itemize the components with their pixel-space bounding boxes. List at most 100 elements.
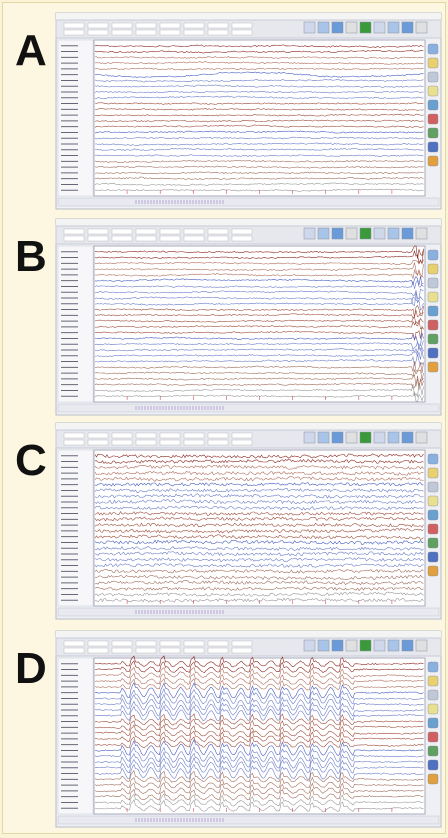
toolbar-field (159, 235, 181, 242)
eeg-trace (94, 182, 424, 187)
toolbar-button (317, 227, 330, 240)
toolbar-field (135, 640, 157, 647)
toolbar-button (303, 639, 316, 652)
toolbar-button (359, 639, 372, 652)
side-icon (427, 481, 439, 493)
side-icon (427, 99, 439, 111)
toolbar-field (87, 228, 109, 235)
side-icon (427, 675, 439, 687)
eeg-trace (94, 746, 424, 763)
side-icon (427, 333, 439, 345)
eeg-trace (94, 368, 424, 381)
eeg-trace (94, 551, 424, 557)
toolbar-button (415, 227, 428, 240)
toolbar-field (63, 235, 85, 242)
trace-area (93, 39, 426, 197)
toolbar-field (135, 235, 157, 242)
eeg-trace (94, 678, 424, 691)
toolbar-field (159, 647, 181, 654)
eeg-trace (94, 505, 424, 511)
toolbar-field (183, 22, 205, 29)
eeg-trace (94, 56, 424, 60)
eeg-trace (94, 763, 424, 781)
eeg-trace (94, 693, 424, 711)
eeg-trace (94, 782, 424, 795)
eeg-trace (94, 682, 424, 700)
toolbar-button (373, 227, 386, 240)
eeg-trace (94, 245, 424, 259)
side-icon (427, 277, 439, 289)
side-icon (427, 155, 439, 167)
toolbar-field (135, 647, 157, 654)
eeg-trace (94, 688, 424, 705)
toolbar-field (207, 432, 229, 439)
toolbar-button (317, 639, 330, 652)
eeg-trace (94, 176, 424, 180)
toolbar-button (401, 21, 414, 34)
eeg-trace (94, 545, 424, 552)
toolbar-field (111, 640, 133, 647)
eeg-trace (94, 304, 424, 317)
toolbar-button (373, 431, 386, 444)
eeg-panel: D (15, 630, 442, 828)
toolbar-field (207, 439, 229, 446)
eeg-trace (94, 71, 424, 78)
eeg-trace (94, 757, 424, 774)
side-icon (427, 319, 439, 331)
side-icon (427, 347, 439, 359)
scrollbar (57, 815, 440, 825)
eeg-trace (94, 353, 424, 367)
menu-bar (56, 219, 441, 226)
eeg-trace (94, 148, 424, 152)
eeg-trace (94, 487, 424, 493)
toolbar-button (345, 227, 358, 240)
eeg-trace (94, 788, 424, 801)
toolbar-field (183, 235, 205, 242)
toolbar-field (231, 640, 253, 647)
side-icon (427, 57, 439, 69)
eeg-panel: C (15, 422, 442, 620)
side-icon (427, 759, 439, 771)
eeg-trace (94, 95, 424, 100)
toolbar-button (401, 227, 414, 240)
toolbar-button (359, 227, 372, 240)
eeg-trace (94, 159, 424, 164)
toolbar-button (331, 431, 344, 444)
toolbar-field (183, 439, 205, 446)
toolbar-button (345, 21, 358, 34)
eeg-trace (94, 718, 424, 731)
side-icon (427, 565, 439, 577)
eeg-trace (94, 292, 424, 307)
eeg-trace (94, 705, 424, 722)
eeg-trace (94, 345, 424, 354)
trace-area (93, 657, 426, 815)
trace-area (93, 245, 426, 403)
eeg-trace (94, 268, 424, 280)
eeg-trace (94, 171, 424, 175)
eeg-trace (94, 724, 424, 738)
side-icon (427, 731, 439, 743)
toolbar-button (317, 431, 330, 444)
menu-bar (56, 13, 441, 20)
toolbar-field (207, 647, 229, 654)
toolbar-field (63, 29, 85, 36)
trace-area (93, 449, 426, 607)
side-icon (427, 263, 439, 275)
toolbar-field (135, 22, 157, 29)
eeg-trace (94, 528, 424, 534)
toolbar-field (231, 235, 253, 242)
side-icon (427, 689, 439, 701)
eeg-trace (94, 511, 424, 517)
eeg-trace (94, 142, 424, 146)
eeg-trace (94, 378, 424, 390)
toolbar-button (373, 639, 386, 652)
toolbar-field (159, 29, 181, 36)
eeg-trace (94, 534, 424, 540)
panel-label: B (15, 232, 47, 281)
toolbar-field (135, 29, 157, 36)
eeg-trace (94, 78, 424, 83)
toolbar-field (231, 228, 253, 235)
toolbar-field (159, 432, 181, 439)
toolbar-field (87, 439, 109, 446)
